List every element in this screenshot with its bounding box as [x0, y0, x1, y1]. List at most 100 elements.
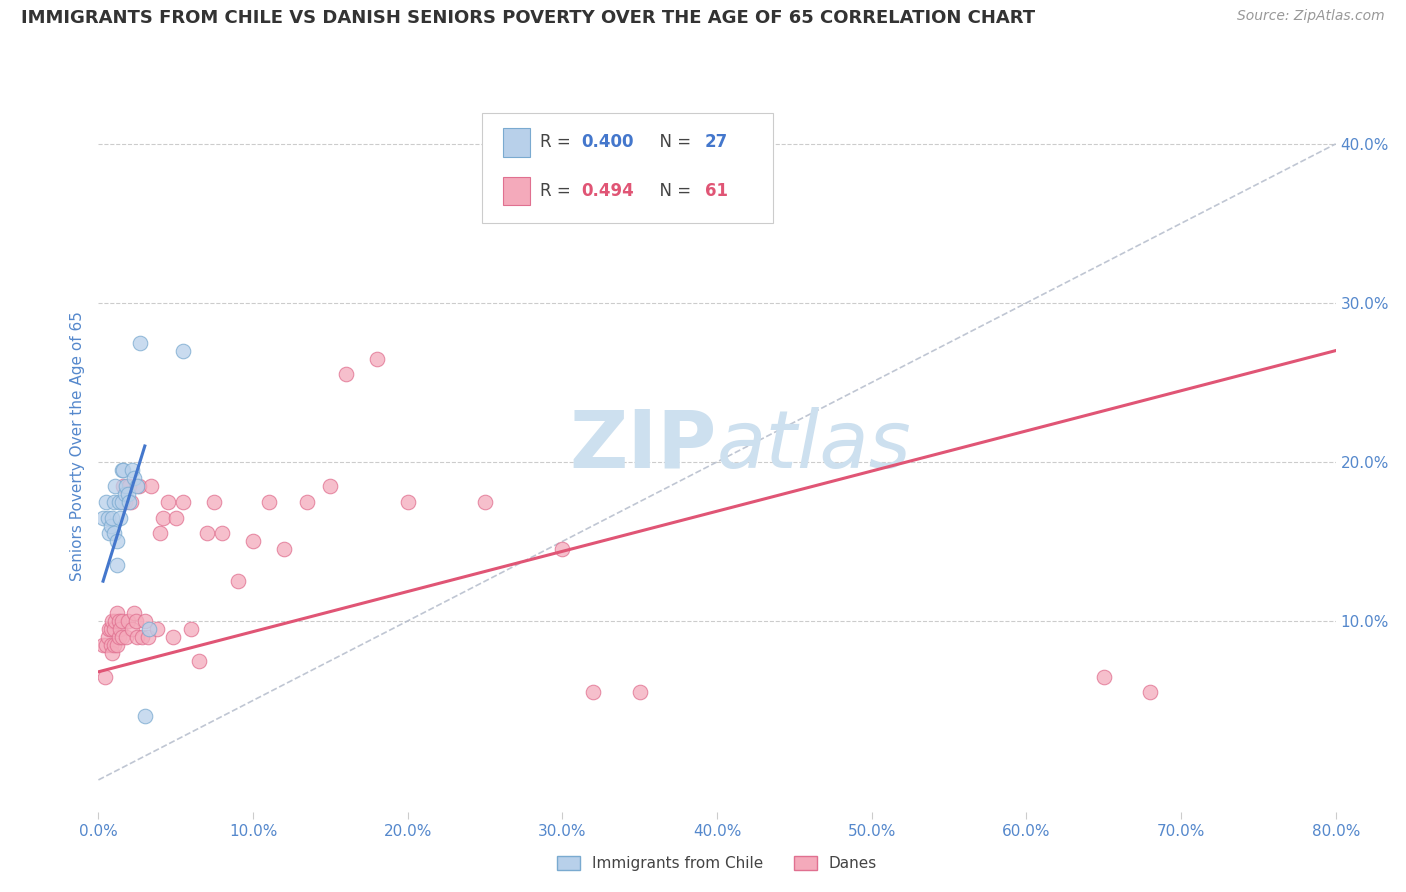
Point: [111, 630, 134, 644]
Point: [103, 526, 125, 541]
Text: IMMIGRANTS FROM CHILE VS DANISH SENIORS POVERTY OVER THE AGE OF 65 CORRELATION C: IMMIGRANTS FROM CHILE VS DANISH SENIORS …: [21, 9, 1035, 27]
Point: [118, 494, 141, 508]
Point: [396, 494, 419, 508]
Point: [108, 510, 131, 524]
Point: [273, 542, 295, 557]
Point: [108, 622, 131, 636]
Point: [111, 494, 134, 508]
Point: [1092, 669, 1115, 683]
Point: [134, 709, 156, 723]
Point: [127, 479, 149, 493]
Point: [131, 630, 153, 644]
Point: [319, 479, 342, 493]
Text: ZIP: ZIP: [569, 407, 717, 485]
Point: [120, 494, 142, 508]
Bar: [503, 128, 530, 156]
Point: [121, 463, 143, 477]
Point: [297, 494, 319, 508]
Point: [96, 638, 118, 652]
Point: [105, 558, 128, 573]
Point: [105, 606, 128, 620]
Point: [138, 622, 160, 636]
Point: [157, 494, 180, 508]
Point: [112, 463, 135, 477]
Legend: Immigrants from Chile, Danes: Immigrants from Chile, Danes: [551, 850, 883, 877]
Point: [118, 479, 141, 493]
Point: [257, 494, 280, 508]
Point: [211, 526, 233, 541]
Point: [91, 510, 114, 524]
Point: [195, 526, 218, 541]
Point: [226, 574, 249, 589]
Point: [628, 685, 651, 699]
Point: [139, 479, 162, 493]
Point: [122, 606, 145, 620]
Point: [173, 494, 195, 508]
Text: 0.400: 0.400: [581, 134, 634, 152]
Point: [103, 638, 125, 652]
Point: [1139, 685, 1161, 699]
Point: [98, 526, 121, 541]
Text: 61: 61: [704, 182, 728, 200]
Point: [111, 463, 134, 477]
Point: [165, 510, 187, 524]
Point: [129, 335, 152, 350]
Point: [551, 542, 574, 557]
Point: [242, 534, 264, 549]
Point: [204, 494, 226, 508]
Point: [114, 486, 136, 500]
Text: atlas: atlas: [717, 407, 912, 485]
Point: [152, 510, 174, 524]
Point: [100, 518, 122, 533]
Point: [101, 510, 124, 524]
Point: [582, 685, 605, 699]
Point: [100, 622, 122, 636]
Point: [149, 526, 172, 541]
Point: [101, 614, 124, 628]
Point: [112, 479, 135, 493]
Point: [180, 622, 202, 636]
Point: [93, 669, 115, 683]
Text: 27: 27: [704, 134, 728, 152]
Text: R =: R =: [540, 182, 576, 200]
Point: [128, 479, 150, 493]
Point: [107, 494, 129, 508]
Point: [114, 494, 136, 508]
Point: [91, 638, 114, 652]
Point: [122, 471, 145, 485]
Point: [103, 494, 125, 508]
Point: [162, 630, 184, 644]
Point: [105, 534, 128, 549]
Point: [127, 630, 149, 644]
Point: [97, 510, 120, 524]
Point: [104, 479, 127, 493]
Point: [107, 614, 129, 628]
Text: Source: ZipAtlas.com: Source: ZipAtlas.com: [1237, 9, 1385, 23]
Point: [115, 479, 138, 493]
Text: R =: R =: [540, 134, 576, 152]
Point: [101, 646, 124, 660]
Y-axis label: Seniors Poverty Over the Age of 65: Seniors Poverty Over the Age of 65: [69, 311, 84, 581]
Point: [100, 638, 122, 652]
Point: [104, 614, 127, 628]
Point: [124, 614, 146, 628]
Point: [107, 630, 129, 644]
Point: [188, 654, 211, 668]
Point: [117, 486, 139, 500]
Point: [115, 630, 138, 644]
Point: [103, 622, 125, 636]
Bar: [503, 177, 530, 204]
Point: [474, 494, 496, 508]
Point: [366, 351, 388, 366]
Text: 0.494: 0.494: [581, 182, 634, 200]
Point: [96, 494, 118, 508]
Point: [136, 630, 159, 644]
Point: [111, 614, 134, 628]
Text: N =: N =: [650, 134, 696, 152]
Point: [97, 630, 120, 644]
Point: [105, 638, 128, 652]
Point: [173, 343, 195, 358]
FancyBboxPatch shape: [482, 113, 773, 223]
Point: [117, 614, 139, 628]
Text: N =: N =: [650, 182, 696, 200]
